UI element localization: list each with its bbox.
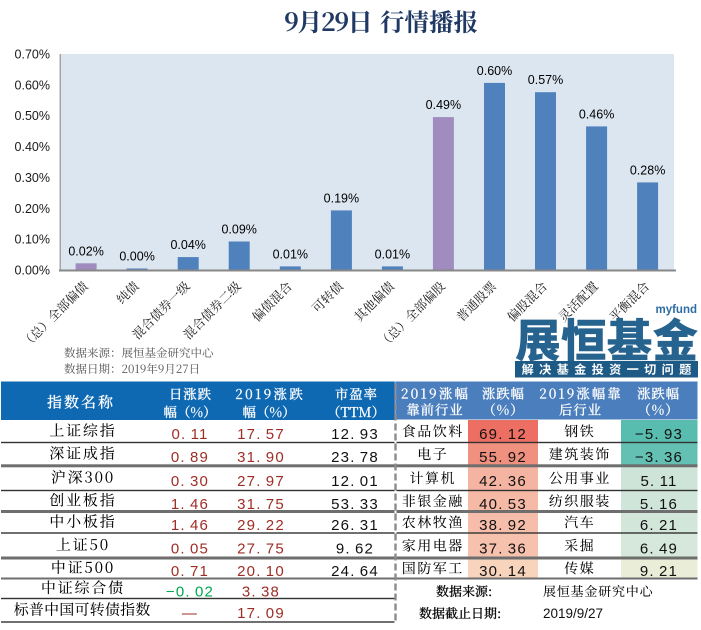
svg-text:9. 21: 9. 21 <box>640 563 678 580</box>
svg-text:24. 64: 24. 64 <box>331 563 379 580</box>
svg-text:0.60%: 0.60% <box>15 78 50 92</box>
svg-text:0.00%: 0.00% <box>15 264 50 278</box>
svg-text:0.70%: 0.70% <box>15 48 50 62</box>
svg-text:0.40%: 0.40% <box>15 140 50 154</box>
svg-text:26. 31: 26. 31 <box>331 517 379 534</box>
svg-text:−5. 93: −5. 93 <box>635 426 683 443</box>
svg-text:0.30%: 0.30% <box>15 171 50 185</box>
svg-text:6. 49: 6. 49 <box>640 541 678 558</box>
svg-text:6. 21: 6. 21 <box>640 517 678 534</box>
svg-text:0.04%: 0.04% <box>170 238 205 252</box>
svg-text:40. 53: 40. 53 <box>479 496 527 513</box>
svg-text:3. 38: 3. 38 <box>242 584 280 601</box>
svg-text:29. 22: 29. 22 <box>237 517 285 534</box>
svg-text:17. 09: 17. 09 <box>237 605 285 622</box>
svg-text:27. 97: 27. 97 <box>237 473 285 490</box>
svg-text:17. 57: 17. 57 <box>237 426 285 443</box>
svg-text:0.00%: 0.00% <box>119 250 154 264</box>
svg-text:12. 01: 12. 01 <box>331 473 379 490</box>
svg-text:−0. 02: −0. 02 <box>166 584 214 601</box>
svg-text:0.20%: 0.20% <box>15 202 50 216</box>
svg-text:0. 89: 0. 89 <box>171 449 209 466</box>
svg-text:—: — <box>182 605 198 622</box>
svg-text:0.49%: 0.49% <box>426 98 461 112</box>
svg-text:0.50%: 0.50% <box>15 109 50 123</box>
svg-text:0.57%: 0.57% <box>528 73 563 87</box>
svg-text:−3. 36: −3. 36 <box>635 449 683 466</box>
svg-text:31. 75: 31. 75 <box>237 496 285 513</box>
svg-text:0.02%: 0.02% <box>68 244 103 258</box>
svg-text:2019/9/27: 2019/9/27 <box>543 606 603 621</box>
svg-text:0.01%: 0.01% <box>375 247 410 261</box>
svg-text:31. 90: 31. 90 <box>237 449 285 466</box>
svg-text:38. 92: 38. 92 <box>479 517 527 534</box>
svg-text:1. 46: 1. 46 <box>171 496 209 513</box>
svg-text:55. 92: 55. 92 <box>479 449 527 466</box>
svg-text:30. 14: 30. 14 <box>479 563 527 580</box>
svg-text:23. 78: 23. 78 <box>331 449 379 466</box>
svg-text:20. 10: 20. 10 <box>237 563 285 580</box>
svg-text:42. 36: 42. 36 <box>479 473 527 490</box>
svg-text:27. 75: 27. 75 <box>237 541 285 558</box>
svg-text:0.60%: 0.60% <box>477 64 512 78</box>
svg-text:12. 93: 12. 93 <box>331 426 379 443</box>
svg-text:1. 46: 1. 46 <box>171 517 209 534</box>
svg-text:0.19%: 0.19% <box>324 191 359 205</box>
svg-text:5. 11: 5. 11 <box>640 473 677 490</box>
svg-text:myfund: myfund <box>655 304 697 316</box>
svg-text:53. 33: 53. 33 <box>331 496 379 513</box>
svg-text:0.10%: 0.10% <box>15 233 50 247</box>
svg-text:0.01%: 0.01% <box>273 247 308 261</box>
svg-text:0. 11: 0. 11 <box>171 426 208 443</box>
svg-text:69. 12: 69. 12 <box>479 426 527 443</box>
svg-text:9. 62: 9. 62 <box>336 541 374 558</box>
svg-text:0.28%: 0.28% <box>630 163 665 177</box>
svg-text:0. 05: 0. 05 <box>171 541 209 558</box>
svg-text:37. 36: 37. 36 <box>479 541 527 558</box>
svg-text:5. 16: 5. 16 <box>640 496 678 513</box>
svg-text:0. 71: 0. 71 <box>171 563 209 580</box>
svg-text:0. 30: 0. 30 <box>171 473 209 490</box>
svg-text:0.09%: 0.09% <box>221 223 256 237</box>
svg-text:0.46%: 0.46% <box>579 107 614 121</box>
